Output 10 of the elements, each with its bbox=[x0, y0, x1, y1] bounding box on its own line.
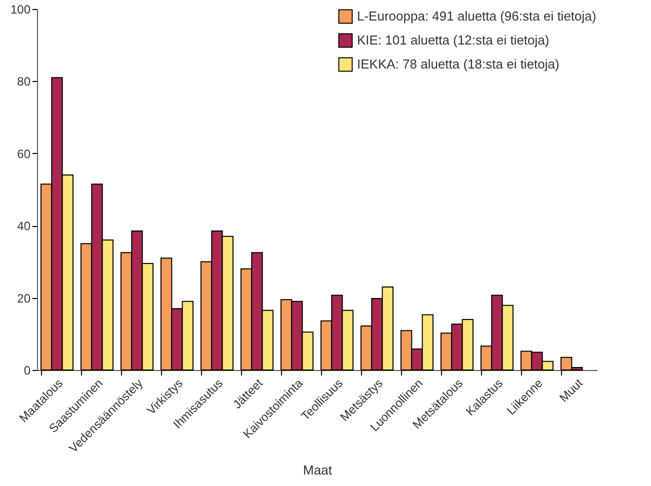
y-tick-label: 0 bbox=[24, 364, 31, 378]
legend-label: KIE: 101 aluetta (12:sta ei tietoja) bbox=[357, 32, 550, 48]
y-tick-label: 100 bbox=[10, 2, 31, 16]
x-axis-title: Maat bbox=[303, 462, 332, 478]
legend-label: L-Eurooppa: 491 aluetta (96:sta ei tietoja) bbox=[357, 8, 596, 24]
legend-label: IEKKA: 78 aluetta (18:sta ei tietoja) bbox=[357, 56, 560, 72]
y-tick-label: 20 bbox=[17, 291, 31, 306]
y-tick-label: 80 bbox=[17, 74, 31, 89]
y-tick-label: 40 bbox=[17, 219, 31, 234]
y-tick-label: 60 bbox=[17, 146, 31, 161]
